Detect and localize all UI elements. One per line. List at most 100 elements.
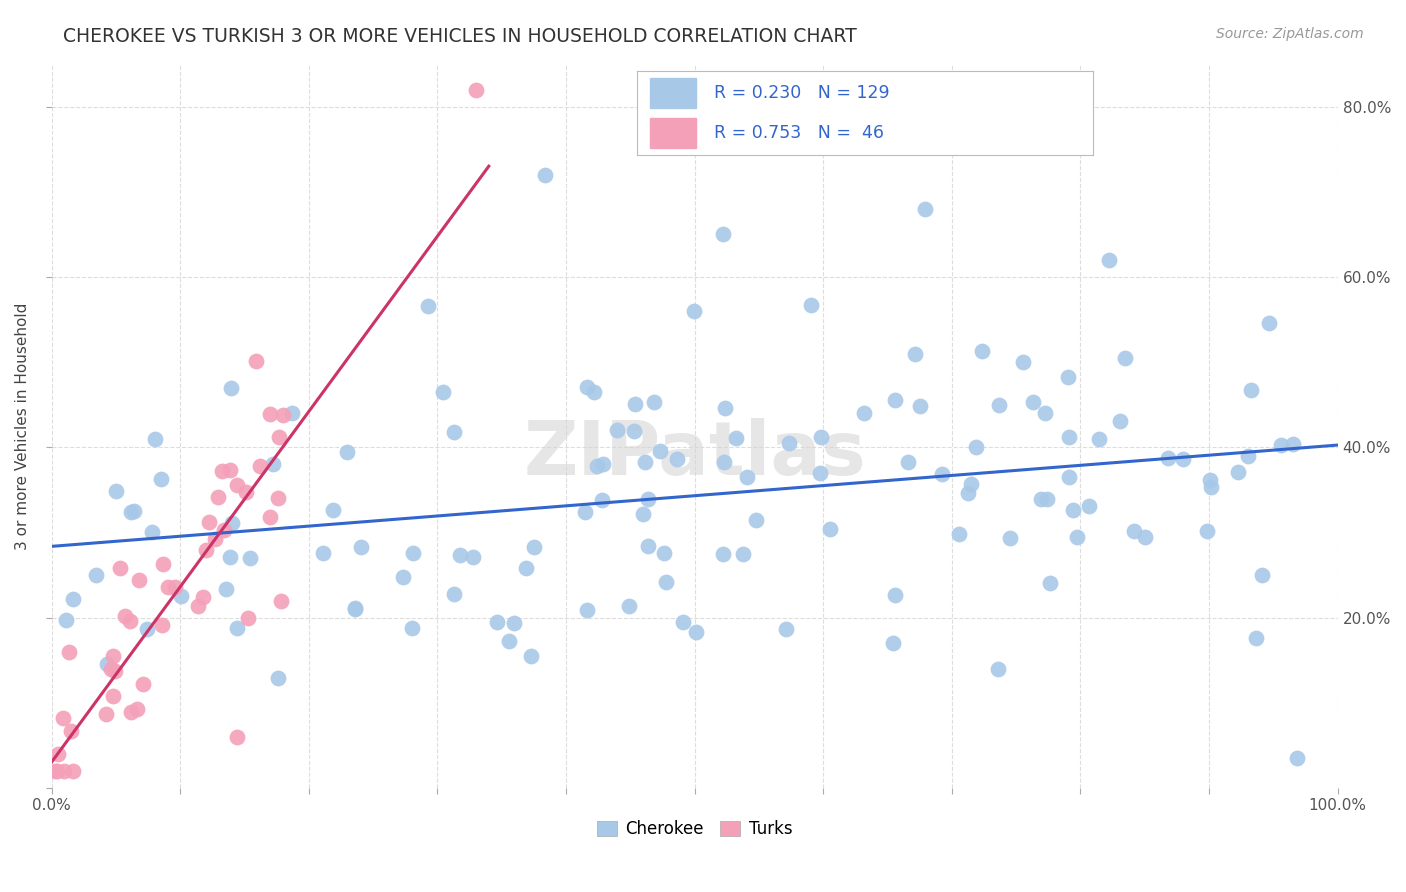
Point (882, 636, 904, 650)
Point (972, 344, 994, 359)
Point (1033, 406, 1056, 420)
Point (52, 711, 75, 725)
Point (852, 406, 875, 420)
Point (432, 385, 454, 400)
Point (101, 690, 124, 704)
Point (1157, 450, 1180, 465)
Point (672, 615, 695, 629)
Point (211, 464, 233, 478)
Point (800, 298, 823, 312)
Point (235, 485, 257, 500)
Point (724, 431, 747, 445)
Point (591, 492, 613, 507)
Point (226, 730, 249, 744)
Point (267, 671, 290, 685)
Point (637, 491, 659, 506)
Point (652, 545, 675, 559)
Point (463, 549, 485, 564)
Point (343, 602, 366, 616)
Point (443, 425, 465, 439)
Point (150, 618, 173, 632)
Point (221, 381, 243, 395)
Point (606, 423, 628, 437)
Point (1199, 473, 1222, 487)
Point (104, 484, 127, 499)
Point (465, 82, 488, 96)
Point (104, 665, 127, 679)
Point (1077, 500, 1099, 514)
Point (948, 527, 970, 541)
Point (1036, 491, 1059, 506)
Point (914, 202, 936, 216)
Point (96, 707, 118, 722)
Point (820, 522, 842, 536)
Point (1012, 355, 1035, 369)
Point (714, 401, 737, 415)
Point (713, 455, 735, 469)
Point (498, 633, 520, 648)
Point (623, 424, 645, 438)
Point (191, 590, 214, 604)
Point (631, 508, 654, 522)
Point (1039, 576, 1062, 591)
Point (245, 354, 267, 368)
Point (46, 764, 69, 778)
Point (1240, 383, 1263, 397)
Point (533, 168, 555, 182)
Point (1171, 452, 1194, 467)
Point (810, 430, 832, 444)
Point (1227, 465, 1250, 479)
Point (219, 463, 242, 477)
Point (311, 546, 333, 560)
Point (281, 406, 304, 420)
Point (120, 505, 142, 519)
Point (576, 380, 599, 394)
Point (634, 455, 657, 469)
Point (58, 644, 80, 658)
Point (55, 613, 77, 627)
Point (226, 477, 249, 491)
Point (683, 304, 706, 318)
Point (655, 574, 678, 589)
Point (141, 524, 163, 539)
Point (910, 399, 932, 413)
Point (443, 587, 465, 601)
Text: CHEROKEE VS TURKISH 3 OR MORE VEHICLES IN HOUSEHOLD CORRELATION CHART: CHEROKEE VS TURKISH 3 OR MORE VEHICLES I… (63, 27, 858, 45)
Point (128, 573, 150, 587)
Point (391, 570, 413, 584)
Point (1237, 449, 1260, 463)
Point (350, 541, 373, 555)
Point (271, 408, 294, 422)
Point (1057, 430, 1080, 444)
Point (416, 299, 439, 313)
Point (665, 452, 688, 467)
Point (713, 547, 735, 561)
Point (110, 560, 132, 574)
Point (1122, 524, 1144, 538)
Point (214, 523, 236, 537)
Point (744, 513, 766, 527)
Point (259, 407, 281, 421)
Point (343, 600, 366, 615)
Point (637, 539, 659, 553)
Point (884, 393, 907, 408)
Point (1066, 530, 1088, 544)
Point (221, 516, 243, 530)
Point (194, 543, 217, 558)
Text: Source: ZipAtlas.com: Source: ZipAtlas.com (1216, 27, 1364, 41)
Point (267, 430, 290, 444)
Point (1062, 503, 1084, 517)
Point (810, 466, 832, 480)
Point (143, 432, 166, 446)
Point (1286, 751, 1309, 765)
Point (897, 455, 920, 469)
Point (163, 580, 186, 594)
Point (957, 486, 980, 500)
Point (515, 561, 537, 575)
Point (249, 458, 271, 473)
Point (1109, 414, 1132, 428)
Point (883, 588, 905, 602)
Point (574, 505, 596, 519)
Point (583, 385, 606, 400)
Point (62, 764, 84, 778)
